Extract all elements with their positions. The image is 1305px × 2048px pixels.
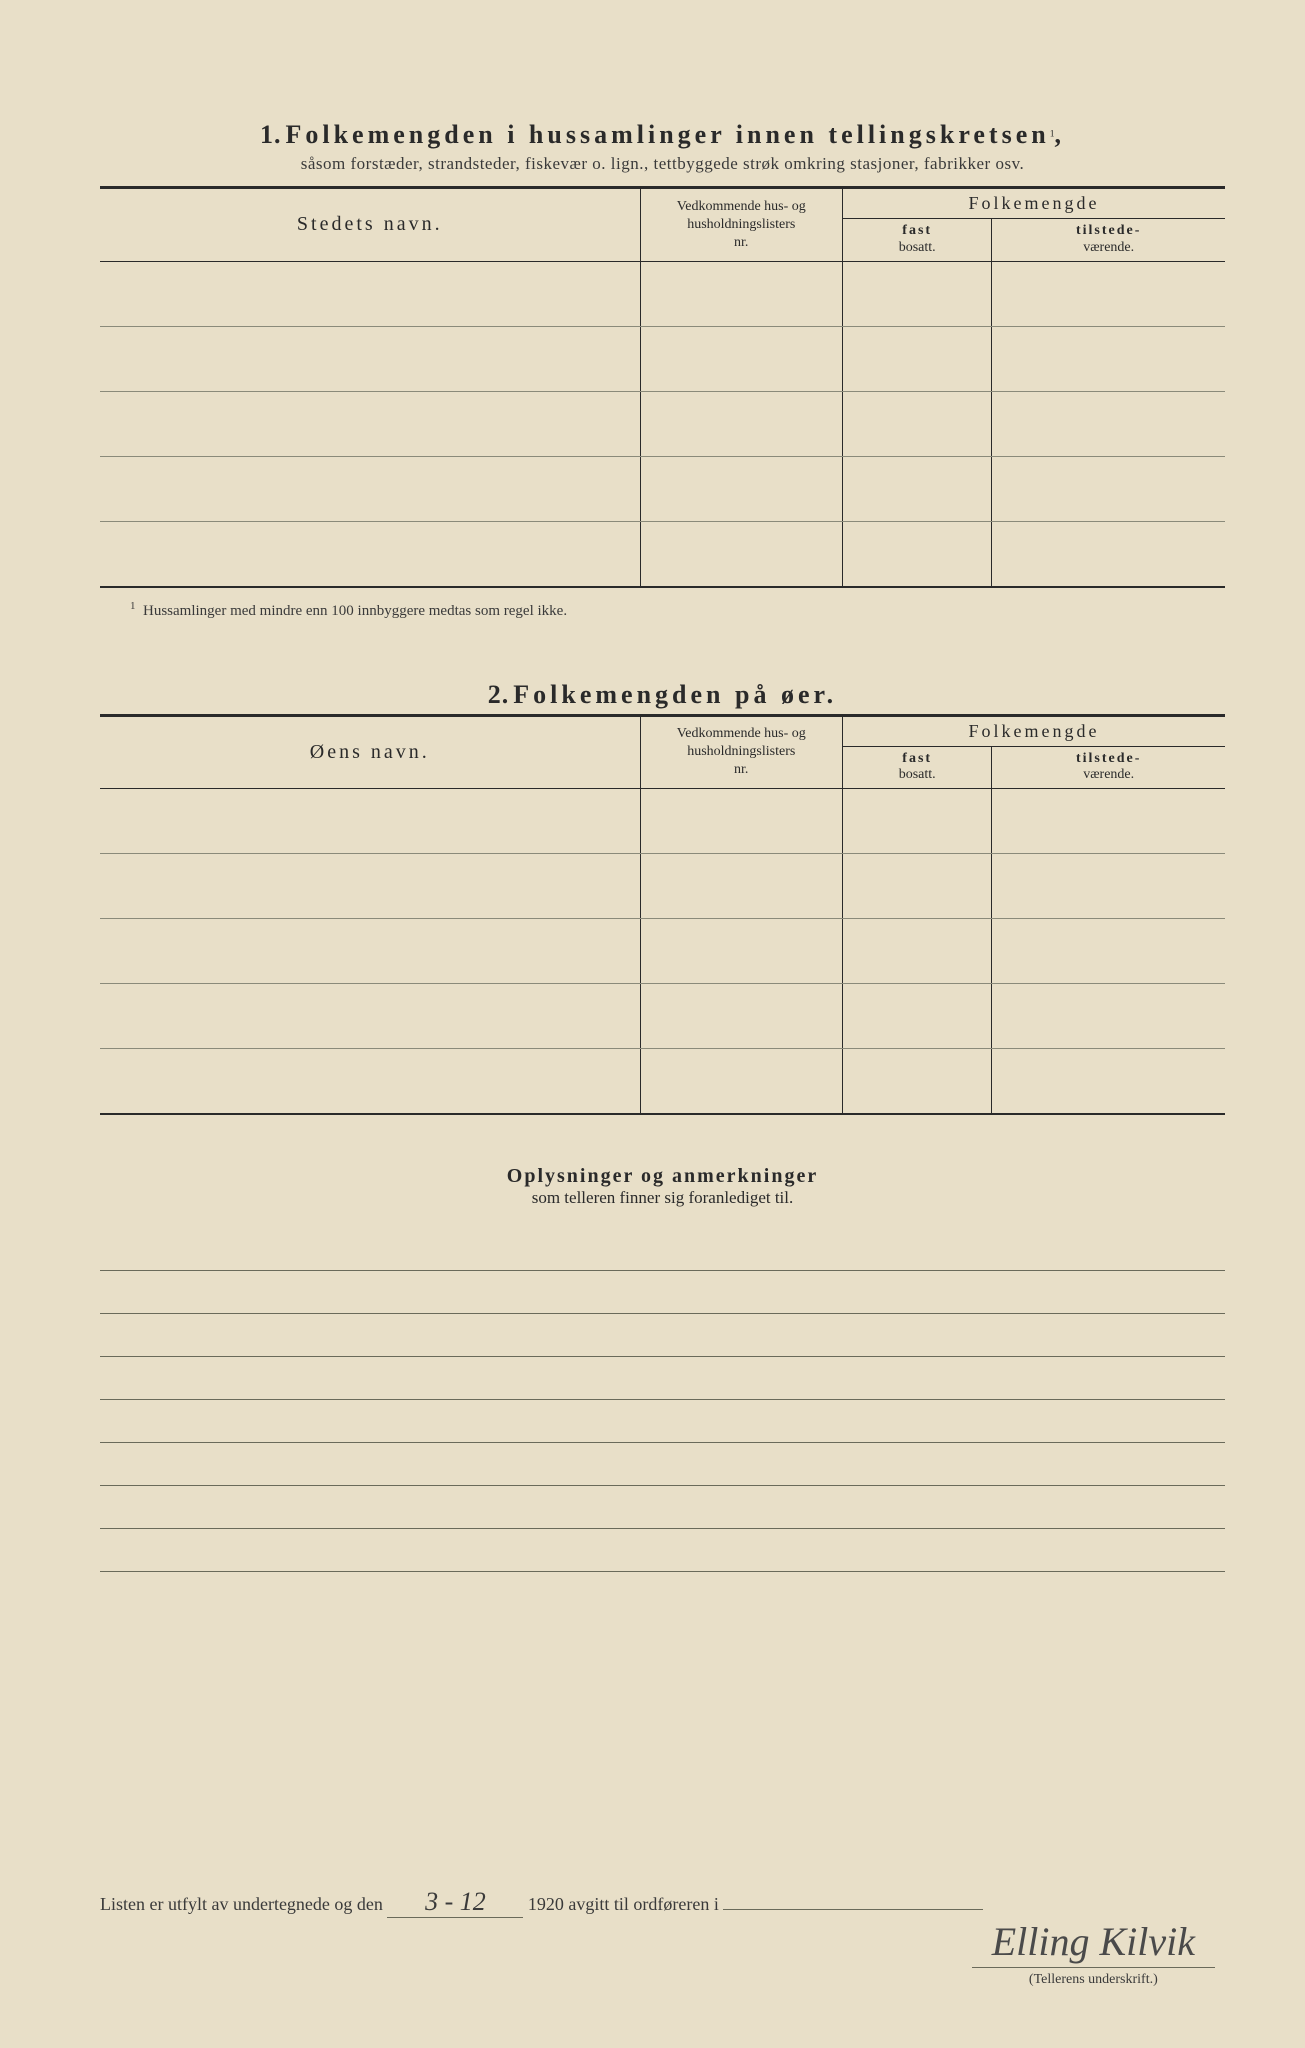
ruled-line bbox=[100, 1443, 1225, 1486]
census-form-page: 1. Folkemengden i hussamlinger innen tel… bbox=[0, 0, 1305, 2048]
section3-subtitle: som telleren finner sig foranlediget til… bbox=[100, 1188, 1225, 1208]
signature-caption: (Tellerens underskrift.) bbox=[972, 1972, 1215, 1988]
empty-cell bbox=[100, 919, 640, 984]
col-stedets-navn: Stedets navn. bbox=[100, 188, 640, 262]
signature-block: Elling Kilvik (Tellerens underskrift.) bbox=[972, 1918, 1215, 1988]
col-folkemengde-2: Folkemengde bbox=[843, 715, 1226, 746]
section1-bottom-rule bbox=[100, 586, 1225, 588]
empty-cell bbox=[100, 1049, 640, 1114]
footer-post: avgitt til ordføreren i bbox=[568, 1894, 718, 1914]
table-row bbox=[100, 789, 1225, 854]
section2-number: 2. bbox=[488, 680, 510, 709]
empty-cell bbox=[100, 261, 640, 326]
footer-year: 1920 bbox=[528, 1894, 564, 1914]
empty-cell bbox=[100, 854, 640, 919]
col-nr: Vedkommende hus- og husholdningslisters … bbox=[640, 188, 843, 262]
table-row bbox=[100, 984, 1225, 1049]
col-tilstede: tilstede- værende. bbox=[992, 219, 1225, 262]
col-folkemengde: Folkemengde bbox=[843, 188, 1226, 219]
table-row bbox=[100, 391, 1225, 456]
section2-bottom-rule bbox=[100, 1113, 1225, 1115]
empty-cell bbox=[640, 919, 843, 984]
empty-cell bbox=[640, 1049, 843, 1114]
empty-cell bbox=[640, 789, 843, 854]
footer-date: 3 - 12 bbox=[387, 1887, 523, 1918]
section1-subtitle: såsom forstæder, strandsteder, fiskevær … bbox=[100, 154, 1225, 174]
footer-line: Listen er utfylt av undertegnede og den … bbox=[100, 1887, 1225, 1918]
empty-cell bbox=[992, 919, 1225, 984]
section3: Oplysninger og anmerkninger som telleren… bbox=[100, 1165, 1225, 1572]
table-row bbox=[100, 521, 1225, 586]
col-fast: fast bosatt. bbox=[843, 219, 992, 262]
empty-cell bbox=[843, 456, 992, 521]
table-row bbox=[100, 1049, 1225, 1114]
empty-cell bbox=[640, 326, 843, 391]
footer-tail-line bbox=[723, 1909, 983, 1910]
col-fast-2: fast bosatt. bbox=[843, 746, 992, 789]
col-tilstede-2: tilstede- værende. bbox=[992, 746, 1225, 789]
empty-cell bbox=[843, 391, 992, 456]
empty-cell bbox=[992, 261, 1225, 326]
empty-cell bbox=[992, 391, 1225, 456]
section2-table: Øens navn. Vedkommende hus- og husholdni… bbox=[100, 714, 1225, 1114]
ruled-line bbox=[100, 1486, 1225, 1529]
empty-cell bbox=[843, 854, 992, 919]
section1-table: Stedets navn. Vedkommende hus- og hushol… bbox=[100, 186, 1225, 586]
empty-cell bbox=[843, 789, 992, 854]
signature-name: Elling Kilvik bbox=[972, 1918, 1215, 1968]
empty-cell bbox=[992, 521, 1225, 586]
empty-cell bbox=[843, 1049, 992, 1114]
section2: 2. Folkemengden på øer. Øens navn. Vedko… bbox=[100, 680, 1225, 1116]
section1-title: 1. Folkemengden i hussamlinger innen tel… bbox=[100, 120, 1225, 150]
empty-cell bbox=[992, 1049, 1225, 1114]
empty-cell bbox=[100, 326, 640, 391]
section1-number: 1. bbox=[260, 120, 282, 149]
section1-footnote: 1 Hussamlinger med mindre enn 100 innbyg… bbox=[130, 600, 1225, 620]
empty-cell bbox=[843, 261, 992, 326]
empty-cell bbox=[992, 789, 1225, 854]
section2-heading: Folkemengden på øer. bbox=[513, 680, 837, 709]
section3-title: Oplysninger og anmerkninger bbox=[100, 1165, 1225, 1188]
empty-cell bbox=[992, 326, 1225, 391]
ruled-line bbox=[100, 1271, 1225, 1314]
col-nr-2: Vedkommende hus- og husholdningslisters … bbox=[640, 715, 843, 789]
remarks-lines bbox=[100, 1228, 1225, 1572]
ruled-line bbox=[100, 1529, 1225, 1572]
ruled-line bbox=[100, 1314, 1225, 1357]
table-row bbox=[100, 854, 1225, 919]
empty-cell bbox=[843, 521, 992, 586]
ruled-line bbox=[100, 1228, 1225, 1271]
empty-cell bbox=[640, 521, 843, 586]
section2-title: 2. Folkemengden på øer. bbox=[100, 680, 1225, 710]
empty-cell bbox=[100, 521, 640, 586]
ruled-line bbox=[100, 1400, 1225, 1443]
empty-cell bbox=[843, 326, 992, 391]
empty-cell bbox=[640, 391, 843, 456]
section1-heading: Folkemengden i hussamlinger innen tellin… bbox=[285, 120, 1049, 149]
empty-cell bbox=[992, 984, 1225, 1049]
table-row bbox=[100, 261, 1225, 326]
col-oens-navn: Øens navn. bbox=[100, 715, 640, 789]
ruled-line bbox=[100, 1357, 1225, 1400]
table-row bbox=[100, 326, 1225, 391]
footer-pre: Listen er utfylt av undertegnede og den bbox=[100, 1894, 383, 1914]
empty-cell bbox=[843, 984, 992, 1049]
empty-cell bbox=[100, 984, 640, 1049]
table-row bbox=[100, 456, 1225, 521]
empty-cell bbox=[992, 854, 1225, 919]
empty-cell bbox=[100, 456, 640, 521]
empty-cell bbox=[640, 261, 843, 326]
empty-cell bbox=[992, 456, 1225, 521]
table-row bbox=[100, 919, 1225, 984]
empty-cell bbox=[100, 391, 640, 456]
empty-cell bbox=[843, 919, 992, 984]
empty-cell bbox=[640, 456, 843, 521]
empty-cell bbox=[640, 984, 843, 1049]
empty-cell bbox=[640, 854, 843, 919]
empty-cell bbox=[100, 789, 640, 854]
